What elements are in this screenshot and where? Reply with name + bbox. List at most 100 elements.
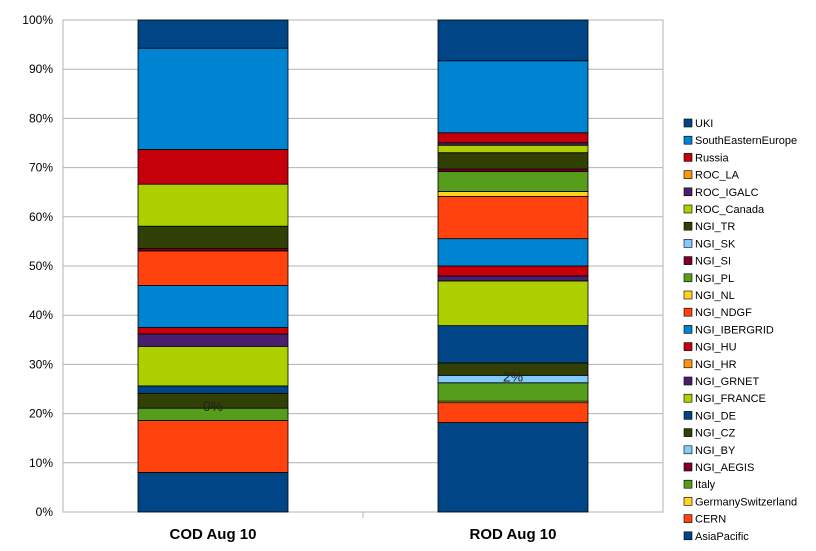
bar-segment-ngi-tr bbox=[437, 152, 589, 170]
x-category-label: COD Aug 10 bbox=[170, 526, 257, 543]
legend-swatch bbox=[683, 479, 693, 489]
legend-label: UKI bbox=[695, 118, 713, 130]
bar-segment-ngi-ibergrid bbox=[137, 285, 289, 328]
bar-segment-ngi-france bbox=[137, 345, 289, 387]
legend-swatch bbox=[683, 256, 693, 265]
bar-segment-russia bbox=[137, 149, 289, 185]
legend-label: Russia bbox=[695, 152, 730, 164]
y-tick-label: 100% bbox=[22, 13, 53, 27]
legend-swatch bbox=[683, 290, 693, 300]
bar-segment-roc-canada bbox=[137, 183, 289, 227]
bar-segment-ngi-grnet bbox=[437, 275, 589, 282]
legend-swatch bbox=[683, 342, 693, 351]
legend-label: Italy bbox=[695, 479, 716, 491]
legend-swatch bbox=[683, 445, 693, 455]
bar-segment-italy bbox=[437, 382, 589, 402]
bar-segment-ngi-ibergrid bbox=[437, 238, 589, 267]
bars bbox=[137, 19, 589, 513]
legend-label: NGI_AEGIS bbox=[695, 462, 754, 474]
annotations: 0% 2% bbox=[203, 369, 523, 415]
legend-label: NGI_SI bbox=[695, 256, 731, 268]
legend-label: SouthEasternEurope bbox=[695, 135, 797, 147]
bar-segment-ngi-tr bbox=[137, 225, 289, 249]
bar-segment-ngi-ndgf bbox=[437, 196, 589, 240]
bar-segment-ngi-de bbox=[437, 325, 589, 364]
legend-swatch bbox=[683, 273, 693, 283]
legend: UKI SouthEasternEurope Russia ROC_LA ROC_IGA… bbox=[683, 118, 797, 543]
y-tick-label: 40% bbox=[29, 308, 53, 322]
legend-label: ROC_LA bbox=[695, 170, 740, 182]
bar-segment-roc-canada bbox=[437, 144, 589, 154]
bar-segment-cern bbox=[437, 402, 589, 423]
legend-swatch bbox=[683, 153, 693, 162]
legend-swatch bbox=[683, 428, 693, 437]
legend-swatch bbox=[683, 531, 693, 541]
legend-label: ROC_Canada bbox=[695, 204, 765, 216]
legend-label: NGI_HR bbox=[695, 359, 737, 371]
bar-segment-southeasterneurope bbox=[137, 47, 289, 150]
legend-swatch bbox=[683, 411, 693, 420]
bar-segment-ngi-de bbox=[137, 385, 289, 394]
legend-label: NGI_FRANCE bbox=[695, 393, 766, 405]
y-tick-label: 80% bbox=[29, 111, 53, 125]
legend-swatch bbox=[683, 393, 693, 403]
bar-segment-ngi-hu bbox=[137, 327, 289, 335]
legend-label: NGI_IBERGRID bbox=[695, 324, 774, 336]
y-tick-label: 30% bbox=[29, 357, 53, 371]
legend-swatch bbox=[683, 170, 693, 179]
bar-segment-ngi-nl bbox=[437, 191, 589, 197]
y-tick-label: 0% bbox=[36, 505, 54, 519]
legend-swatch bbox=[683, 497, 693, 506]
legend-label: NGI_PL bbox=[695, 273, 734, 285]
bar-segment-ngi-france bbox=[437, 280, 589, 327]
y-tick-label: 10% bbox=[29, 456, 53, 470]
legend-swatch bbox=[683, 325, 693, 334]
legend-label: NGI_TR bbox=[695, 221, 735, 233]
legend-label: ROC_IGALC bbox=[695, 187, 759, 199]
data-annotation: 2% bbox=[503, 369, 523, 385]
axes: 0% 10% 20% 30% 40% 50% 60% 70% 80% 90% 100% COD Aug… bbox=[22, 13, 664, 543]
bar-segment-uki bbox=[137, 19, 289, 49]
bar-segment-ngi-hu bbox=[437, 265, 589, 277]
bar-segment-ngi-grnet bbox=[137, 333, 289, 347]
legend-swatch bbox=[683, 307, 693, 317]
legend-label: NGI_HU bbox=[695, 342, 737, 354]
legend-label: NGI_GRNET bbox=[695, 376, 759, 388]
legend-swatch bbox=[683, 359, 693, 369]
legend-label: CERN bbox=[695, 514, 726, 526]
legend-label: NGI_NL bbox=[695, 290, 735, 302]
bar-segment-cern bbox=[137, 420, 289, 473]
legend-swatch bbox=[683, 514, 693, 523]
bar-segment-asiapacific bbox=[437, 422, 589, 513]
legend-swatch bbox=[683, 221, 693, 231]
x-category-label: ROD Aug 10 bbox=[470, 526, 557, 543]
legend-label: NGI_CZ bbox=[695, 428, 736, 440]
bar-segment-southeasterneurope bbox=[437, 60, 589, 134]
bar-segment-ngi-ndgf bbox=[137, 250, 289, 286]
bar-segment-russia bbox=[437, 132, 589, 144]
legend-swatch bbox=[683, 376, 693, 386]
bar-segment-uki bbox=[437, 19, 589, 62]
legend-label: NGI_DE bbox=[695, 410, 736, 422]
legend-label: NGI_SK bbox=[695, 238, 736, 250]
legend-swatch bbox=[683, 204, 693, 214]
data-annotation: 0% bbox=[203, 398, 223, 414]
y-tick-label: 50% bbox=[29, 259, 53, 273]
y-tick-label: 60% bbox=[29, 210, 53, 224]
legend-label: NGI_BY bbox=[695, 445, 736, 457]
legend-label: GermanySwitzerland bbox=[695, 496, 797, 508]
legend-swatch bbox=[683, 462, 693, 472]
bar-segment-asiapacific bbox=[137, 472, 289, 513]
legend-swatch bbox=[683, 135, 693, 145]
y-tick-label: 70% bbox=[29, 161, 53, 175]
legend-label: AsiaPacific bbox=[695, 531, 749, 543]
legend-swatch bbox=[683, 239, 693, 248]
y-tick-label: 20% bbox=[29, 407, 53, 421]
legend-swatch bbox=[683, 187, 693, 197]
legend-swatch bbox=[683, 118, 693, 128]
y-tick-label: 90% bbox=[29, 62, 53, 76]
bar-segment-ngi-pl bbox=[437, 171, 589, 192]
legend-label: NGI_NDGF bbox=[695, 307, 752, 319]
